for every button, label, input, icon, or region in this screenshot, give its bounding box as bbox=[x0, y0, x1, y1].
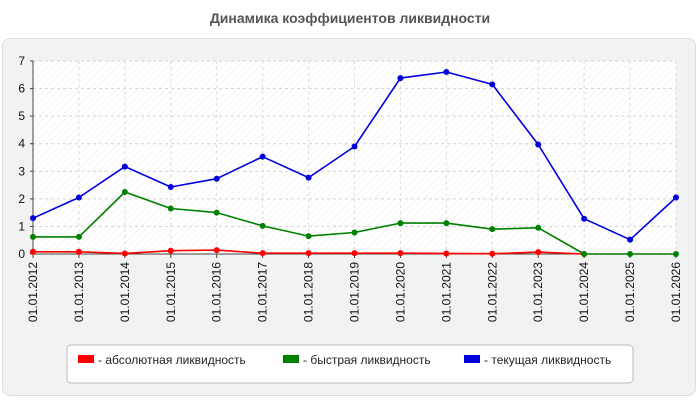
y-axis-ticks: 0 1 2 3 4 5 6 7 bbox=[18, 54, 33, 261]
x-tick-label: 01.01.2025 bbox=[623, 262, 637, 322]
data-point-quick-liquidity bbox=[305, 233, 312, 240]
data-point-current-liquidity bbox=[535, 141, 542, 148]
y-tick-label: 0 bbox=[18, 247, 25, 261]
chart-title: Динамика коэффициентов ликвидности bbox=[209, 10, 491, 26]
data-point-quick-liquidity bbox=[581, 251, 588, 257]
data-point-current-liquidity bbox=[627, 236, 634, 243]
data-point-quick-liquidity bbox=[121, 188, 128, 195]
data-point-quick-liquidity bbox=[259, 222, 266, 229]
x-tick-label: 01.01.2015 bbox=[164, 262, 178, 322]
legend-box bbox=[66, 344, 634, 384]
x-tick-label: 01.01.2021 bbox=[439, 262, 453, 322]
data-point-absolute-liquidity bbox=[167, 247, 174, 254]
legend-swatch-current-liquidity bbox=[464, 355, 480, 363]
x-tick-label: 01.01.2016 bbox=[210, 262, 224, 322]
data-point-current-liquidity bbox=[121, 163, 128, 170]
data-point-quick-liquidity bbox=[673, 251, 679, 257]
legend-label-quick-liquidity: - быстрая ликвидность bbox=[303, 353, 431, 367]
data-point-absolute-liquidity bbox=[30, 248, 36, 255]
x-tick-label: 01.01.2020 bbox=[393, 262, 407, 322]
data-point-current-liquidity bbox=[167, 184, 174, 191]
data-point-absolute-liquidity bbox=[121, 250, 128, 257]
data-point-current-liquidity bbox=[75, 194, 82, 201]
data-point-quick-liquidity bbox=[351, 229, 358, 236]
x-tick-label: 01.01.2012 bbox=[26, 262, 40, 322]
data-point-absolute-liquidity bbox=[75, 248, 82, 255]
x-tick-label: 01.01.2019 bbox=[348, 262, 362, 322]
legend-label-current-liquidity: - текущая ликвидность bbox=[484, 353, 611, 367]
data-point-quick-liquidity bbox=[213, 209, 220, 216]
y-tick-label: 6 bbox=[18, 82, 25, 96]
x-tick-label: 01.01.2022 bbox=[485, 262, 499, 322]
data-point-current-liquidity bbox=[351, 143, 358, 150]
data-point-quick-liquidity bbox=[489, 226, 496, 233]
x-tick-label: 01.01.2014 bbox=[118, 262, 132, 322]
data-point-current-liquidity bbox=[489, 81, 496, 88]
y-tick-label: 3 bbox=[18, 164, 25, 178]
data-point-current-liquidity bbox=[673, 194, 679, 201]
x-tick-label: 01.01.2026 bbox=[669, 262, 683, 322]
data-point-current-liquidity bbox=[259, 153, 266, 160]
grid bbox=[32, 60, 677, 255]
y-tick-label: 1 bbox=[18, 219, 25, 233]
data-point-current-liquidity bbox=[213, 175, 220, 182]
y-tick-label: 5 bbox=[18, 109, 25, 123]
legend-swatch-quick-liquidity bbox=[283, 355, 299, 363]
x-axis-ticks: 01.01.2012 01.01.2013 01.01.2014 01.01.2015… bbox=[26, 254, 683, 322]
data-point-quick-liquidity bbox=[167, 205, 174, 212]
y-tick-label: 2 bbox=[18, 192, 25, 206]
data-point-absolute-liquidity bbox=[259, 250, 266, 257]
data-point-quick-liquidity bbox=[443, 220, 450, 227]
data-point-quick-liquidity bbox=[397, 220, 404, 227]
x-tick-label: 01.01.2024 bbox=[577, 262, 591, 322]
data-point-quick-liquidity bbox=[30, 233, 36, 240]
data-point-absolute-liquidity bbox=[397, 250, 404, 257]
data-point-quick-liquidity bbox=[535, 224, 542, 231]
y-tick-label: 7 bbox=[18, 54, 25, 68]
data-point-current-liquidity bbox=[305, 174, 312, 181]
data-point-current-liquidity bbox=[30, 215, 36, 222]
x-tick-label: 01.01.2018 bbox=[302, 262, 316, 322]
legend: - абсолютная ликвидность - быстрая ликвид… bbox=[66, 344, 634, 384]
series-group bbox=[30, 69, 679, 257]
data-point-absolute-liquidity bbox=[443, 250, 450, 257]
data-point-absolute-liquidity bbox=[535, 249, 542, 256]
x-tick-label: 01.01.2023 bbox=[531, 262, 545, 322]
x-tick-label: 01.01.2017 bbox=[256, 262, 270, 322]
data-point-current-liquidity bbox=[397, 75, 404, 82]
legend-label-absolute-liquidity: - абсолютная ликвидность bbox=[98, 353, 246, 367]
data-point-absolute-liquidity bbox=[213, 247, 220, 254]
data-point-current-liquidity bbox=[443, 69, 450, 76]
legend-swatch-absolute-liquidity bbox=[78, 355, 94, 363]
data-point-quick-liquidity bbox=[75, 233, 82, 240]
data-point-absolute-liquidity bbox=[489, 250, 496, 257]
x-tick-label: 01.01.2013 bbox=[72, 262, 86, 322]
data-point-current-liquidity bbox=[581, 215, 588, 222]
data-point-absolute-liquidity bbox=[351, 250, 358, 257]
data-point-quick-liquidity bbox=[627, 251, 634, 257]
y-tick-label: 4 bbox=[18, 137, 25, 151]
data-point-absolute-liquidity bbox=[305, 250, 312, 257]
